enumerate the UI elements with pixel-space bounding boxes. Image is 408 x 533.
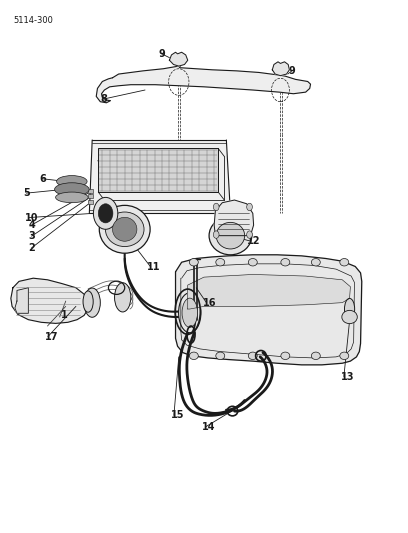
Circle shape [213,203,219,211]
Ellipse shape [311,352,320,360]
Ellipse shape [216,352,225,360]
Ellipse shape [182,298,197,327]
Polygon shape [96,66,310,103]
Bar [88,194,93,198]
Ellipse shape [189,259,198,266]
Ellipse shape [281,352,290,360]
Text: 15: 15 [171,410,184,421]
Ellipse shape [216,222,245,249]
Circle shape [98,204,113,223]
Text: 11: 11 [147,262,161,271]
Text: 6: 6 [39,174,46,184]
Circle shape [247,203,253,211]
Polygon shape [15,288,28,313]
Text: 16: 16 [203,297,217,308]
Text: 4: 4 [28,220,35,230]
Ellipse shape [55,183,89,196]
Text: 5: 5 [23,188,30,198]
Text: 14: 14 [202,422,215,432]
Ellipse shape [342,310,357,324]
Ellipse shape [248,259,257,266]
Ellipse shape [55,192,88,203]
Circle shape [213,231,219,238]
Text: 10: 10 [25,213,39,223]
Bar [88,200,93,204]
Ellipse shape [311,259,320,266]
Text: 2: 2 [28,243,35,253]
Bar [88,189,93,193]
Bar [98,149,218,192]
Ellipse shape [189,352,198,360]
Text: 7: 7 [96,160,103,171]
Polygon shape [175,255,362,365]
Text: 9: 9 [158,49,165,59]
Ellipse shape [179,293,201,333]
Polygon shape [11,278,88,324]
Ellipse shape [340,352,349,360]
Polygon shape [188,274,350,309]
Text: 17: 17 [44,332,58,342]
Ellipse shape [83,291,93,312]
Ellipse shape [115,282,131,312]
Ellipse shape [105,212,144,247]
Polygon shape [272,62,289,76]
Polygon shape [169,52,188,66]
Ellipse shape [344,298,355,320]
Text: 13: 13 [341,372,354,382]
Text: 1: 1 [61,310,68,320]
Polygon shape [89,140,231,213]
Ellipse shape [340,259,349,266]
Ellipse shape [281,259,290,266]
Text: 8: 8 [100,94,107,104]
Text: 9: 9 [288,66,295,76]
Circle shape [93,197,118,229]
Ellipse shape [248,352,257,360]
Text: 5114-300: 5114-300 [13,15,53,25]
Ellipse shape [99,205,150,253]
Ellipse shape [113,217,137,241]
Ellipse shape [84,288,100,317]
Ellipse shape [57,175,87,187]
Polygon shape [214,200,254,236]
Ellipse shape [216,259,225,266]
Ellipse shape [209,216,252,255]
Text: 12: 12 [247,236,260,246]
Circle shape [247,231,253,238]
Text: 3: 3 [28,231,35,241]
